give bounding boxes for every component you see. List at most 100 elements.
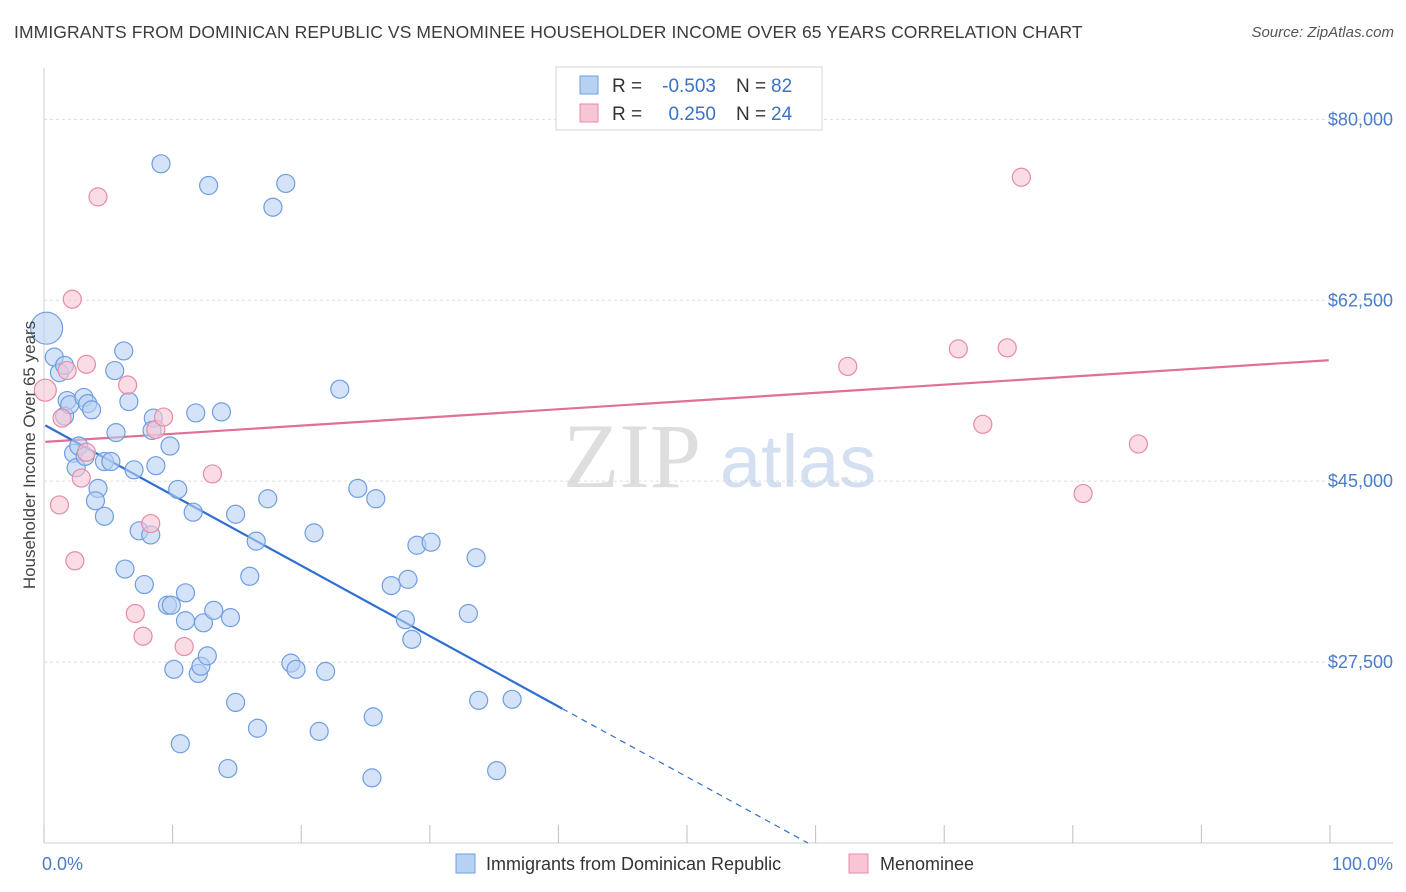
point-dominican [161,595,181,615]
point-menominee [948,339,968,359]
y-tick-label: $80,000 [1328,109,1393,129]
legend-box [555,66,823,131]
point-dominican [160,436,180,456]
point-menominee [65,551,85,571]
point-menominee [997,338,1017,358]
point-dominican [94,506,115,526]
point-dominican [85,491,106,511]
point-dominican [246,531,266,551]
point-dominican [199,175,219,196]
point-menominee [33,378,57,402]
point-dominican [330,379,350,399]
point-dominican [258,489,278,509]
point-dominican [398,569,418,589]
source-label: Source: ZipAtlas.com [1251,24,1394,41]
point-menominee [117,375,138,395]
point-dominican [240,566,260,586]
point-menominee [141,513,161,534]
point-dominican [421,532,441,552]
point-dominican [124,460,144,480]
point-dominican [106,422,126,443]
point-menominee [76,354,97,374]
point-menominee [125,603,145,624]
series-label-dominican: Immigrants from Dominican Republic [486,854,781,874]
point-dominican [226,692,246,713]
point-dominican [81,400,102,420]
legend-r-label: R = [612,76,642,97]
point-dominican [134,574,154,595]
series-label-menominee: Menominee [880,854,974,874]
trend-line-dominican-extension [561,708,809,844]
point-menominee [838,356,858,377]
point-dominican [348,478,368,499]
point-menominee [88,187,108,207]
point-menominee [174,636,194,657]
point-menominee [1128,434,1148,454]
y-tick-label: $27,500 [1328,652,1393,672]
point-dominican [183,502,203,522]
legend: R = -0.503 N = 82 R = 0.250 N = 24 [555,66,823,131]
point-dominican [362,768,382,788]
point-dominican [487,761,507,781]
watermark: ZIP atlas [563,405,876,507]
point-dominican [29,311,64,345]
point-dominican [119,391,139,412]
point-menominee [1011,167,1031,187]
point-dominican [175,611,196,631]
point-dominican [402,629,422,649]
point-menominee [49,495,70,515]
point-dominican [381,575,401,596]
series-legend: Immigrants from Dominican Republic Menom… [455,853,974,874]
point-menominee [1073,483,1093,504]
point-dominican [247,718,268,738]
trend-line-menominee [45,359,1329,443]
point-menominee [62,289,82,309]
point-dominican [466,548,486,568]
point-dominican [458,603,478,624]
chart-title: IMMIGRANTS FROM DOMINICAN REPUBLIC VS ME… [14,22,1083,42]
watermark-zip: ZIP [563,405,701,507]
point-dominican [170,734,190,754]
legend-n-label: N = [736,76,766,97]
point-dominican [263,197,283,217]
point-dominican [175,583,196,603]
legend-r-label: R = [612,104,642,125]
y-axis-title: Householder Income Over 65 years [20,321,39,589]
y-tick-label: $62,500 [1328,290,1393,310]
legend-r-value: 0.250 [668,104,716,125]
point-dominican [226,504,246,524]
point-menominee [133,626,153,646]
point-menominee [71,468,91,488]
point-dominican [186,403,206,423]
x-tick-labels: 0.0% 100.0% [42,854,1393,874]
point-dominican [168,479,188,500]
y-tick-label: $45,000 [1328,471,1393,491]
point-dominican [304,523,324,543]
legend-n-value: 24 [771,104,793,125]
y-tick-labels: $80,000 $62,500 $45,000 $27,500 [1328,109,1393,672]
point-menominee [57,360,77,381]
point-dominican [469,690,489,710]
point-dominican [309,721,329,741]
point-dominican [204,600,224,620]
point-dominican [218,758,238,779]
point-dominican [276,173,296,194]
point-dominican [164,659,184,679]
point-dominican [363,707,383,727]
legend-swatch-blue [579,75,599,95]
point-dominican [151,154,171,174]
point-dominican [146,456,166,476]
point-dominican [105,360,125,381]
point-menominee [202,464,223,484]
point-menominee [76,442,97,462]
point-dominican [101,451,121,472]
point-menominee [973,414,993,434]
legend-n-value: 82 [771,76,792,97]
series-swatch-blue [455,853,476,874]
legend-swatch-pink [579,103,599,123]
point-menominee [52,408,72,428]
x-tick-label: 100.0% [1332,854,1393,874]
x-tick-label: 0.0% [42,854,83,874]
point-dominican [193,613,214,633]
